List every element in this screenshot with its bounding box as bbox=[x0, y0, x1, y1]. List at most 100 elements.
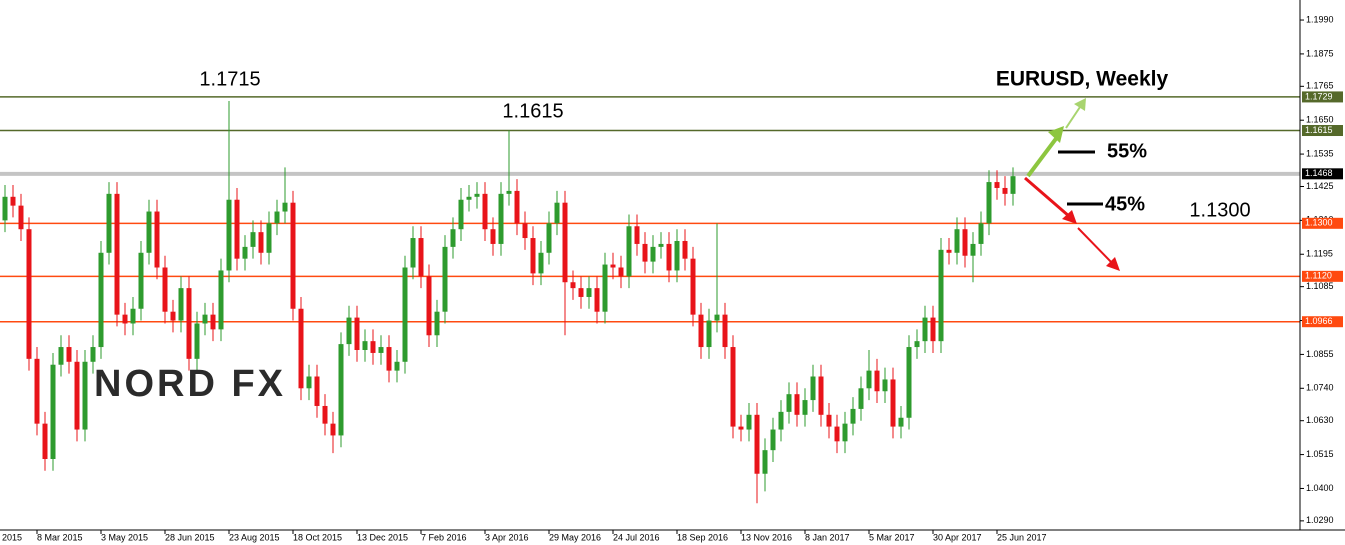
candle-body bbox=[410, 238, 416, 268]
y-tick-label: 1.0290 bbox=[1306, 515, 1334, 525]
candle-body bbox=[770, 429, 776, 451]
candle-body bbox=[858, 388, 864, 409]
candle-body bbox=[202, 314, 208, 324]
candle-body bbox=[266, 223, 272, 253]
candle-body bbox=[426, 276, 432, 336]
candle-body bbox=[546, 223, 552, 253]
candle-body bbox=[26, 229, 32, 359]
x-tick-label: 24 Jul 2016 bbox=[613, 532, 660, 542]
candle-body bbox=[714, 314, 720, 321]
candle-body bbox=[738, 426, 744, 430]
level-label: 1.1615 bbox=[1305, 125, 1333, 135]
candle-body bbox=[362, 341, 368, 350]
candle-body bbox=[618, 267, 624, 277]
candle-body bbox=[178, 288, 184, 321]
level-box bbox=[1302, 270, 1343, 282]
candle-body bbox=[818, 376, 824, 415]
candle-body bbox=[914, 341, 920, 348]
candle-body bbox=[642, 243, 648, 262]
candle-body bbox=[954, 229, 960, 253]
candle-body bbox=[234, 199, 240, 259]
candle-body bbox=[58, 347, 64, 365]
y-tick-label: 1.1765 bbox=[1306, 81, 1334, 91]
y-tick-label: 1.0515 bbox=[1306, 449, 1334, 459]
x-tick-label: 23 Aug 2015 bbox=[229, 532, 280, 542]
plot-area bbox=[0, 96, 1300, 504]
candle-body bbox=[242, 246, 248, 259]
candle-body bbox=[690, 258, 696, 315]
candle-body bbox=[938, 249, 944, 342]
candle-body bbox=[826, 414, 832, 427]
candle-body bbox=[698, 314, 704, 348]
candle-body bbox=[10, 196, 16, 206]
candle-body bbox=[74, 361, 80, 430]
candle-body bbox=[378, 347, 384, 353]
candle-body bbox=[370, 341, 376, 353]
x-tick-label: 5 Mar 2017 bbox=[869, 532, 915, 542]
x-tick-label: 13 Nov 2016 bbox=[741, 532, 792, 542]
arrow-down bbox=[1024, 176, 1071, 219]
candle-body bbox=[554, 202, 560, 224]
candle-body bbox=[466, 196, 472, 200]
candle-body bbox=[578, 288, 584, 297]
logo: NORD FX bbox=[94, 363, 286, 405]
candle-body bbox=[322, 405, 328, 424]
candle-body bbox=[50, 364, 56, 459]
candle-body bbox=[922, 317, 928, 342]
candle-body bbox=[482, 193, 488, 230]
candle-body bbox=[634, 226, 640, 244]
candle-body bbox=[986, 182, 992, 224]
candle-body bbox=[602, 264, 608, 312]
candle-body bbox=[346, 317, 352, 345]
candle-body bbox=[778, 411, 784, 430]
candle-body bbox=[1010, 176, 1016, 194]
x-tick-label: 25 Jun 2017 bbox=[997, 532, 1047, 542]
level-box bbox=[1302, 316, 1343, 328]
candle-body bbox=[130, 308, 136, 324]
y-tick-label: 1.1425 bbox=[1306, 181, 1334, 191]
candle-body bbox=[946, 249, 952, 253]
candle-body bbox=[258, 232, 264, 253]
candle-body bbox=[490, 229, 496, 244]
x-tick-label: 3 Apr 2016 bbox=[485, 532, 529, 542]
candle-body bbox=[610, 264, 616, 268]
candle-body bbox=[754, 414, 760, 474]
candle-body bbox=[906, 347, 912, 418]
candle-body bbox=[682, 240, 688, 259]
annotation: 1.1300 bbox=[1189, 199, 1250, 221]
y-tick-label: 1.0855 bbox=[1306, 349, 1334, 359]
candle-body bbox=[970, 243, 976, 256]
candle-body bbox=[978, 223, 984, 244]
candle-body bbox=[930, 317, 936, 342]
candle-body bbox=[810, 376, 816, 401]
candle-body bbox=[66, 347, 72, 362]
y-tick-label: 1.0400 bbox=[1306, 483, 1334, 493]
candle-body bbox=[722, 314, 728, 348]
candle-body bbox=[1002, 187, 1008, 194]
candle-body bbox=[250, 232, 256, 247]
arrow-head bbox=[1062, 210, 1077, 224]
candle-body bbox=[338, 344, 344, 436]
candle-body bbox=[154, 211, 160, 268]
candle-body bbox=[706, 320, 712, 348]
candle-body bbox=[90, 347, 96, 362]
candle-body bbox=[106, 193, 112, 253]
candle-body bbox=[850, 408, 856, 424]
y-tick-label: 1.1990 bbox=[1306, 14, 1334, 24]
candle-body bbox=[802, 400, 808, 415]
candle-body bbox=[18, 205, 24, 230]
candle-body bbox=[418, 238, 424, 277]
candle-body bbox=[730, 347, 736, 427]
candle-body bbox=[666, 243, 672, 271]
candle-body bbox=[186, 288, 192, 359]
candle-body bbox=[98, 252, 104, 348]
candle-body bbox=[898, 417, 904, 427]
arrows bbox=[1024, 98, 1120, 271]
candle-body bbox=[762, 450, 768, 474]
annotation: 1.1615 bbox=[502, 100, 563, 122]
candle-body bbox=[306, 376, 312, 389]
candle-body bbox=[874, 370, 880, 392]
x-tick-label: 18 Sep 2016 bbox=[677, 532, 728, 542]
